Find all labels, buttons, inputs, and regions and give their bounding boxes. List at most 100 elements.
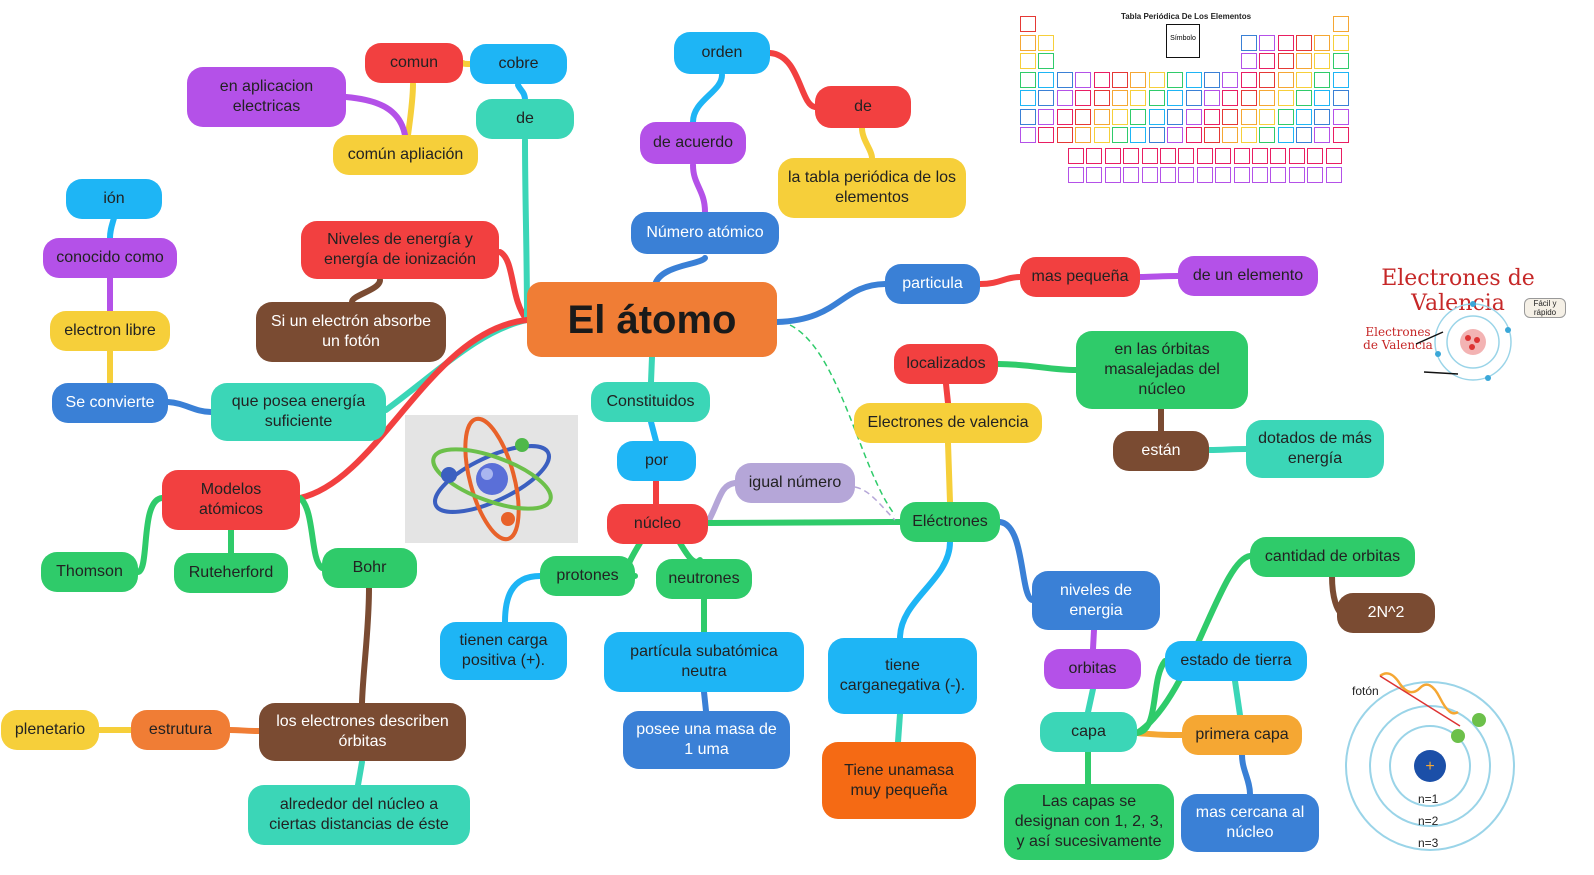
periodic-cell bbox=[1185, 108, 1202, 125]
node-se-convierte[interactable]: Se convierte bbox=[52, 383, 168, 423]
node-cantidad-orbitas[interactable]: cantidad de orbitas bbox=[1250, 537, 1415, 577]
node-igual-numero[interactable]: igual número bbox=[735, 463, 855, 503]
periodic-cell bbox=[1104, 166, 1121, 183]
node-de-acuerdo[interactable]: de acuerdo bbox=[640, 122, 746, 164]
node-formula[interactable]: 2N^2 bbox=[1337, 593, 1435, 633]
periodic-cell bbox=[1240, 90, 1257, 106]
node-orden[interactable]: orden bbox=[674, 32, 770, 74]
node-de-cobre[interactable]: de bbox=[476, 99, 574, 139]
node-electrones[interactable]: Eléctrones bbox=[900, 502, 1000, 542]
node-ion[interactable]: ión bbox=[66, 179, 162, 219]
periodic-cell bbox=[1056, 90, 1073, 106]
periodic-cell bbox=[1314, 71, 1331, 88]
periodic-cell bbox=[1112, 90, 1128, 106]
node-dotados-energia[interactable]: dotados de más energía bbox=[1246, 420, 1384, 478]
node-particula-neutra[interactable]: partícula subatómica neutra bbox=[604, 632, 804, 692]
periodic-cell bbox=[1038, 90, 1055, 106]
link-constituidos-por bbox=[648, 419, 659, 444]
node-niveles-energia[interactable]: niveles de energia bbox=[1032, 571, 1160, 630]
periodic-cell bbox=[1056, 108, 1073, 125]
periodic-cell bbox=[1240, 127, 1257, 143]
node-estan[interactable]: están bbox=[1113, 431, 1209, 471]
node-capa[interactable]: capa bbox=[1040, 712, 1137, 752]
node-localizados[interactable]: localizados bbox=[894, 344, 998, 384]
periodic-cell bbox=[1130, 71, 1147, 88]
node-electrones-valencia[interactable]: Electrones de valencia bbox=[854, 403, 1042, 443]
periodic-cell bbox=[1325, 148, 1342, 164]
periodic-cell bbox=[1038, 34, 1055, 51]
periodic-cell bbox=[1252, 148, 1268, 164]
node-estado-tierra[interactable]: estado de tierra bbox=[1165, 641, 1307, 681]
periodic-cell bbox=[1270, 166, 1287, 183]
node-comun-aplicacion[interactable]: común apliación bbox=[333, 135, 478, 175]
node-conocido-como[interactable]: conocido como bbox=[43, 238, 177, 278]
bohr-n1-label: n=1 bbox=[1418, 792, 1439, 806]
periodic-cell bbox=[1148, 108, 1165, 125]
node-neutrones[interactable]: neutrones bbox=[656, 559, 752, 599]
periodic-cell bbox=[1068, 166, 1084, 183]
periodic-cell bbox=[1277, 53, 1294, 69]
node-thomson[interactable]: Thomson bbox=[41, 552, 138, 592]
periodic-cell bbox=[1178, 166, 1195, 183]
node-carga-positiva[interactable]: tienen carga positiva (+). bbox=[440, 622, 567, 680]
node-estrutura[interactable]: estrutura bbox=[131, 710, 230, 750]
svg-text:+: + bbox=[1425, 758, 1434, 775]
node-aplicacion-electricas[interactable]: en aplicacion electricas bbox=[187, 67, 346, 127]
node-particula[interactable]: particula bbox=[885, 264, 980, 304]
node-nucleo[interactable]: núcleo bbox=[607, 504, 708, 544]
link-describen-estrutura bbox=[227, 727, 262, 734]
periodic-cell bbox=[1296, 71, 1312, 88]
node-masa-pequena[interactable]: Tiene unamasa muy pequeña bbox=[822, 742, 976, 819]
node-comun[interactable]: comun bbox=[365, 43, 463, 83]
node-ruteherford[interactable]: Ruteherford bbox=[174, 553, 288, 593]
bohr-photon-label: fotón bbox=[1352, 684, 1379, 698]
node-electrones-describen[interactable]: los electrones describen órbitas bbox=[259, 703, 466, 761]
periodic-table-image: Tabla Periódica De Los Elementos Símbolo bbox=[1016, 8, 1354, 208]
periodic-cell bbox=[1093, 71, 1110, 88]
bohr-model-image: + fotón n=1 n=2 n=3 bbox=[1340, 668, 1520, 868]
periodic-cell bbox=[1178, 148, 1195, 164]
node-orbitas-alejadas[interactable]: en las órbitas masalejadas del núcleo bbox=[1076, 331, 1248, 409]
node-carga-negativa[interactable]: tiene carganegativa (-). bbox=[828, 638, 977, 714]
node-masa-uma[interactable]: posee una masa de 1 uma bbox=[623, 711, 790, 769]
node-niveles-ionizacion[interactable]: Niveles de energía y energía de ionizaci… bbox=[301, 221, 499, 279]
node-mas-cercana[interactable]: mas cercana al núcleo bbox=[1181, 794, 1319, 852]
node-alrededor-nucleo[interactable]: alrededor del núcleo a ciertas distancia… bbox=[248, 785, 470, 845]
periodic-cell bbox=[1185, 127, 1202, 143]
periodic-cell bbox=[1288, 166, 1305, 183]
node-electron-libre[interactable]: electron libre bbox=[50, 311, 170, 351]
periodic-cell bbox=[1075, 127, 1092, 143]
node-numero-atomico[interactable]: Número atómico bbox=[631, 212, 779, 254]
periodic-cell bbox=[1277, 71, 1294, 88]
node-de-un-elemento[interactable]: de un elemento bbox=[1178, 256, 1318, 296]
node-tabla-periodica[interactable]: la tabla periódica de los elementos bbox=[778, 158, 966, 218]
node-si-un-electron[interactable]: Si un electrón absorbe un fotón bbox=[256, 302, 446, 362]
node-cobre[interactable]: cobre bbox=[470, 44, 567, 84]
node-modelos-atomicos[interactable]: Modelos atómicos bbox=[162, 470, 300, 530]
node-mas-pequena[interactable]: mas pequeña bbox=[1020, 257, 1140, 297]
node-por[interactable]: por bbox=[617, 441, 696, 481]
node-protones[interactable]: protones bbox=[540, 556, 635, 596]
node-que-posea[interactable]: que posea energía suficiente bbox=[211, 383, 386, 441]
link-modelos-bohr bbox=[297, 495, 325, 571]
periodic-cell bbox=[1104, 148, 1121, 164]
bohr-n3-label: n=3 bbox=[1418, 836, 1439, 850]
node-orbitas[interactable]: orbitas bbox=[1044, 649, 1141, 689]
valence-side-label: Electrones de Valencia bbox=[1363, 325, 1433, 352]
node-de-tabla[interactable]: de bbox=[815, 86, 911, 128]
link-aplic-electricas bbox=[343, 94, 408, 138]
periodic-cell bbox=[1325, 166, 1342, 183]
node-constituidos[interactable]: Constituidos bbox=[591, 382, 710, 422]
periodic-cell bbox=[1296, 34, 1312, 51]
link-conocido-ion bbox=[107, 215, 117, 241]
central-topic[interactable]: El átomo bbox=[527, 282, 777, 357]
node-primera-capa[interactable]: primera capa bbox=[1182, 715, 1302, 755]
node-capas-designan[interactable]: Las capas se designan con 1, 2, 3, y así… bbox=[1004, 784, 1174, 860]
link-describen-alrededor bbox=[355, 759, 365, 788]
periodic-cell bbox=[1233, 148, 1250, 164]
periodic-cell bbox=[1259, 108, 1276, 125]
node-bohr[interactable]: Bohr bbox=[322, 548, 417, 588]
link-nucleo-igual bbox=[705, 480, 738, 525]
node-plenetario[interactable]: plenetario bbox=[1, 710, 99, 750]
periodic-cell bbox=[1277, 127, 1294, 143]
